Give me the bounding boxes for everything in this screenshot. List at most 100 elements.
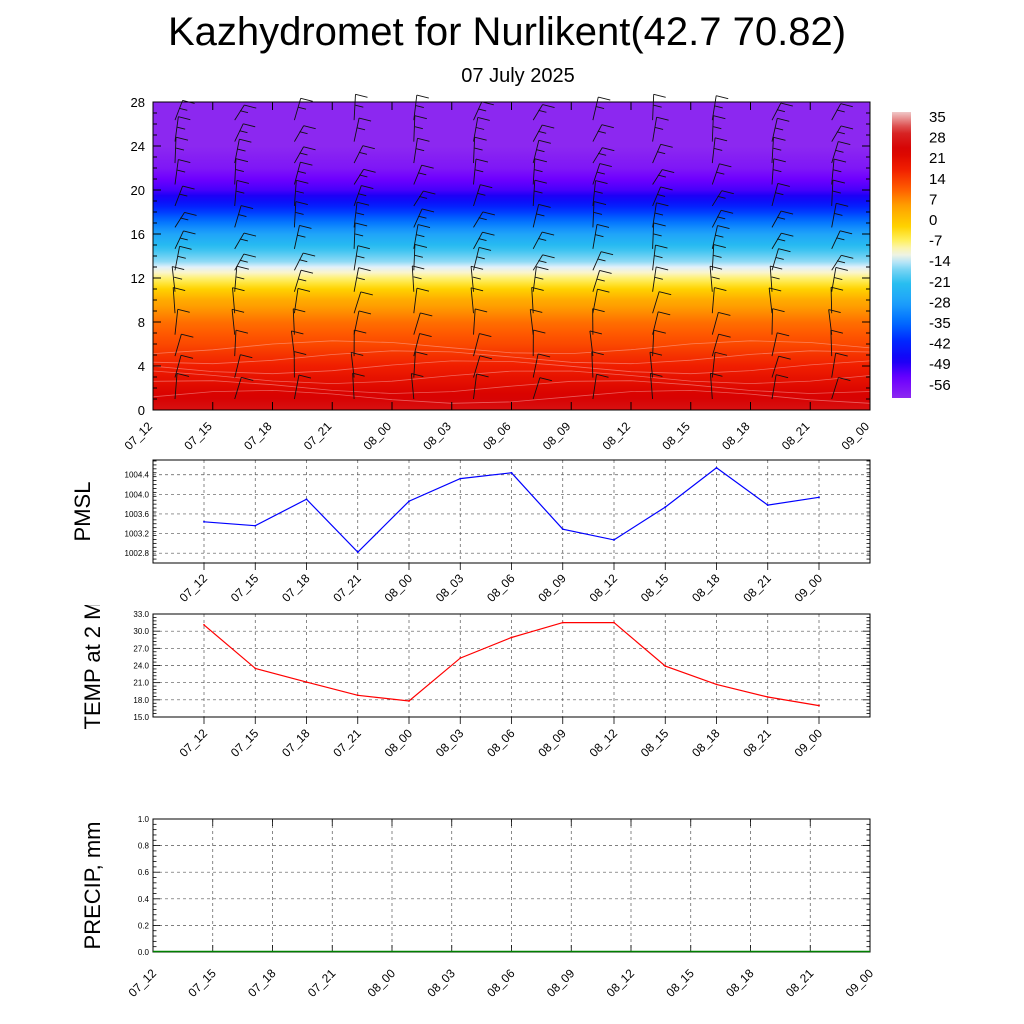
wind-barb: [592, 163, 601, 185]
wind-barb-flag: [175, 136, 189, 141]
wind-barb-flag: [654, 212, 664, 216]
wind-barb-flag: [243, 232, 257, 237]
wind-barb-flag: [656, 116, 669, 121]
wind-barb: [234, 232, 245, 250]
wind-barb: [413, 244, 416, 271]
data-point: [459, 477, 462, 480]
wind-barb-flag: [778, 248, 791, 253]
wind-barb-flag: [591, 351, 604, 356]
wind-barb: [473, 373, 478, 400]
x-tick-label: 07_18: [279, 726, 313, 760]
wind-barb-flag: [420, 312, 433, 317]
wind-barb-flag: [714, 287, 727, 292]
wind-barb-flag: [778, 355, 791, 360]
wind-barb-flag: [713, 254, 722, 258]
wind-barb-flag: [358, 117, 372, 122]
wind-barb-flag: [297, 288, 311, 292]
x-tick-label: 07_18: [279, 571, 313, 605]
wind-barb-flag: [536, 213, 545, 217]
wind-barb-flag: [173, 276, 183, 280]
x-tick-label: 08_06: [480, 419, 514, 453]
wind-barb: [532, 353, 539, 378]
wind-barb: [831, 255, 842, 271]
wind-barb-flag: [478, 246, 492, 251]
wind-barb: [174, 116, 179, 142]
wind-barb-flag: [236, 190, 245, 194]
x-tick-label: 07_12: [177, 571, 211, 605]
wind-barb-flag: [721, 190, 734, 195]
wind-barb-flag: [542, 124, 555, 129]
wind-barb-flag: [179, 237, 188, 241]
wind-barb-flag: [538, 203, 551, 208]
wind-barb-flag: [303, 125, 316, 130]
wind-barb: [592, 96, 599, 121]
wind-barb-flag: [533, 329, 546, 334]
wind-barb-flag: [777, 182, 790, 187]
wind-barb-flag: [299, 259, 308, 263]
wind-barb-flag: [773, 147, 782, 151]
wind-barb-flag: [239, 138, 252, 143]
wind-barb: [411, 265, 415, 292]
wind-barb: [830, 287, 833, 314]
wind-barb-flag: [421, 164, 434, 169]
wind-barb-flag: [770, 265, 783, 270]
wind-barb-flag: [718, 333, 731, 338]
wind-barb-flag: [602, 147, 615, 152]
wind-barb: [410, 373, 415, 400]
wind-barb-flag: [593, 212, 603, 215]
wind-barb: [174, 185, 183, 207]
wind-barb: [413, 165, 423, 185]
wind-barb: [413, 351, 416, 378]
wind-barb: [413, 94, 418, 121]
wind-barb-flag: [775, 257, 784, 260]
colorbar-label: -14: [929, 253, 951, 270]
wind-barb-flag: [475, 169, 484, 173]
wind-barb-flag: [240, 354, 253, 359]
wind-barb-flag: [416, 148, 425, 152]
wind-barb: [831, 377, 839, 400]
wind-barb-flag: [419, 333, 432, 337]
wind-barb-flag: [411, 373, 424, 378]
wind-barb: [473, 117, 479, 142]
wind-barb: [711, 95, 717, 121]
wind-barb: [591, 351, 594, 378]
wind-barb-flag: [177, 169, 186, 173]
wind-barb: [174, 159, 179, 185]
x-tick-label: 07_21: [305, 966, 339, 1000]
y-tick-label: 0.6: [138, 868, 150, 877]
wind-barb: [174, 373, 178, 400]
x-tick-label: 09_00: [843, 966, 877, 1000]
wind-barb: [771, 183, 779, 207]
wind-barb-flag: [175, 147, 185, 151]
wind-barb: [171, 266, 176, 292]
wind-barb: [413, 224, 419, 249]
wind-barb: [589, 330, 594, 357]
wind-barb-flag: [720, 209, 734, 214]
wind-barb-flag: [662, 169, 675, 174]
wind-barb: [652, 266, 657, 292]
wind-barb-flag: [538, 139, 551, 144]
colorbar-label: -56: [929, 377, 951, 394]
colorbar: [892, 112, 911, 398]
wind-barb-flag: [235, 329, 249, 334]
wind-barb: [711, 190, 723, 207]
x-tick-label: 08_18: [689, 726, 723, 760]
wind-barb-flag: [714, 147, 723, 151]
wind-barb-flag: [542, 231, 555, 236]
wind-barb-flag: [356, 277, 365, 281]
wind-barb-flag: [649, 351, 663, 356]
wind-barb: [234, 139, 240, 164]
wind-barb-flag: [351, 351, 364, 356]
wind-barb-flag: [184, 211, 197, 216]
x-tick-label: 08_12: [587, 726, 621, 760]
wind-barb-flag: [299, 131, 308, 135]
wind-barb-flag: [291, 330, 304, 335]
wind-barb-flag: [835, 267, 848, 271]
wind-barb-flag: [776, 109, 786, 113]
wind-barb-flag: [660, 186, 673, 191]
wind-barb-flag: [295, 201, 308, 206]
wind-barb: [652, 117, 658, 142]
chart-subtitle: 07 July 2025: [461, 65, 575, 87]
wind-barb-flag: [839, 230, 853, 235]
chart-title: Kazhydromet for Nurlikent(42.7 70.82): [167, 10, 847, 54]
